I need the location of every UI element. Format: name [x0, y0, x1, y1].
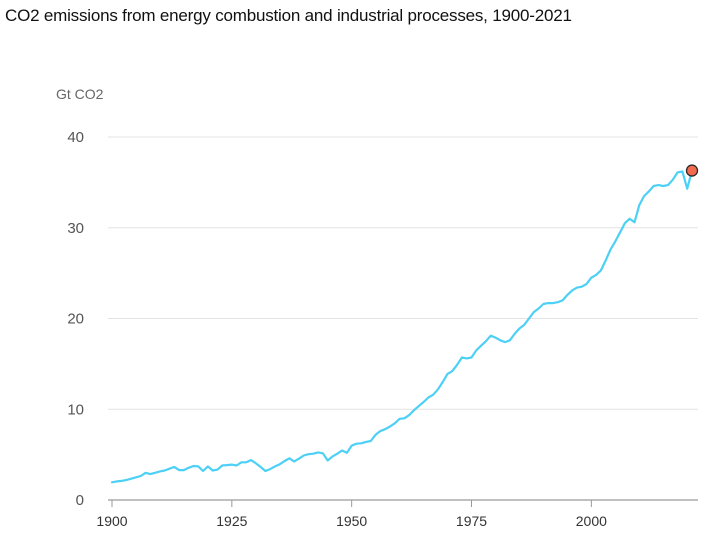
y-tick-label: 0	[76, 492, 84, 509]
series-group	[110, 164, 699, 484]
chart-title: CO2 emissions from energy combustion and…	[5, 6, 572, 25]
x-axis-ticks: 1900 1925 1950 1975 2000	[96, 500, 607, 529]
y-tick-label: 40	[67, 129, 84, 146]
y-tick-label: 10	[67, 401, 84, 418]
y-axis-unit-label: Gt CO2	[56, 86, 104, 102]
x-tick-label: 1925	[216, 513, 247, 529]
gridlines	[108, 136, 698, 501]
latest-value-marker	[685, 164, 699, 177]
x-tick-label: 1975	[456, 513, 487, 529]
x-tick-label: 1950	[336, 513, 367, 529]
x-tick-label: 2000	[576, 513, 607, 529]
y-axis-ticks: 0 10 20 30 40	[67, 129, 84, 509]
x-tick-label: 1900	[96, 513, 127, 529]
y-tick-label: 30	[67, 220, 84, 237]
series-line	[110, 169, 694, 484]
y-tick-label: 20	[67, 311, 84, 328]
